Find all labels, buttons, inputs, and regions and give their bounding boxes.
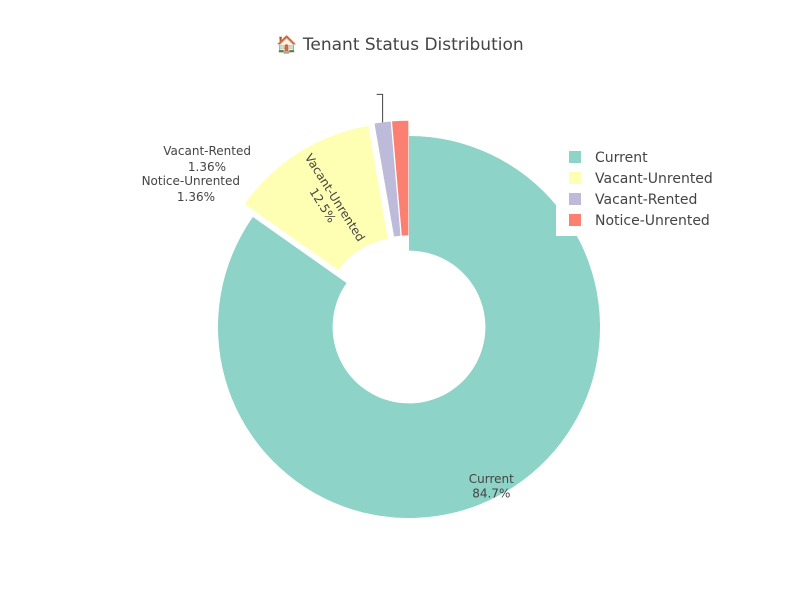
- legend-swatch: [569, 172, 581, 184]
- legend-item-vacant-rented[interactable]: Vacant-Rented: [569, 192, 697, 208]
- chart-title: 🏠 Tenant Status Distribution: [276, 35, 523, 55]
- legend-label: Vacant-Unrented: [595, 171, 713, 187]
- slice-label-name: Vacant-Rented: [163, 144, 251, 158]
- slice-label-vacant-rented: Vacant-Rented 1.36%: [163, 93, 384, 174]
- svg-text:Notice-Unrented1.36%: Notice-Unrented 1.36%: [142, 174, 240, 204]
- legend-swatch: [569, 193, 581, 205]
- legend: Current Vacant-Unrented Vacant-Rented Notic…: [556, 142, 726, 236]
- legend-background: [556, 142, 726, 236]
- slice-label-name: Notice-Unrented: [142, 174, 240, 188]
- pie-slice-current[interactable]: [218, 136, 601, 518]
- slice-label-percent: 84.7%: [472, 487, 510, 501]
- legend-item-current[interactable]: Current: [569, 150, 648, 166]
- pie-slice-notice-unrented[interactable]: [392, 120, 409, 236]
- slice-label-notice-unrented: Notice-Unrented 1.36%: [142, 174, 240, 204]
- pie-slice-vacant-unrented[interactable]: [244, 125, 388, 271]
- legend-label: Notice-Unrented: [595, 213, 710, 229]
- leader-line: [376, 93, 384, 123]
- pie-slices: [218, 120, 601, 518]
- pie-slice-vacant-rented[interactable]: [374, 121, 401, 237]
- legend-swatch: [569, 214, 581, 226]
- slice-label-percent: 1.36%: [188, 160, 226, 174]
- slice-label-current: Current 84.7%: [469, 472, 514, 500]
- slice-label-name: Current: [469, 472, 514, 486]
- legend-item-notice-unrented[interactable]: Notice-Unrented: [569, 213, 710, 229]
- legend-swatch: [569, 151, 581, 163]
- legend-label: Current: [595, 150, 648, 166]
- legend-item-vacant-unrented[interactable]: Vacant-Unrented: [569, 171, 713, 187]
- legend-label: Vacant-Rented: [595, 192, 697, 208]
- slice-label-percent: 1.36%: [177, 190, 215, 204]
